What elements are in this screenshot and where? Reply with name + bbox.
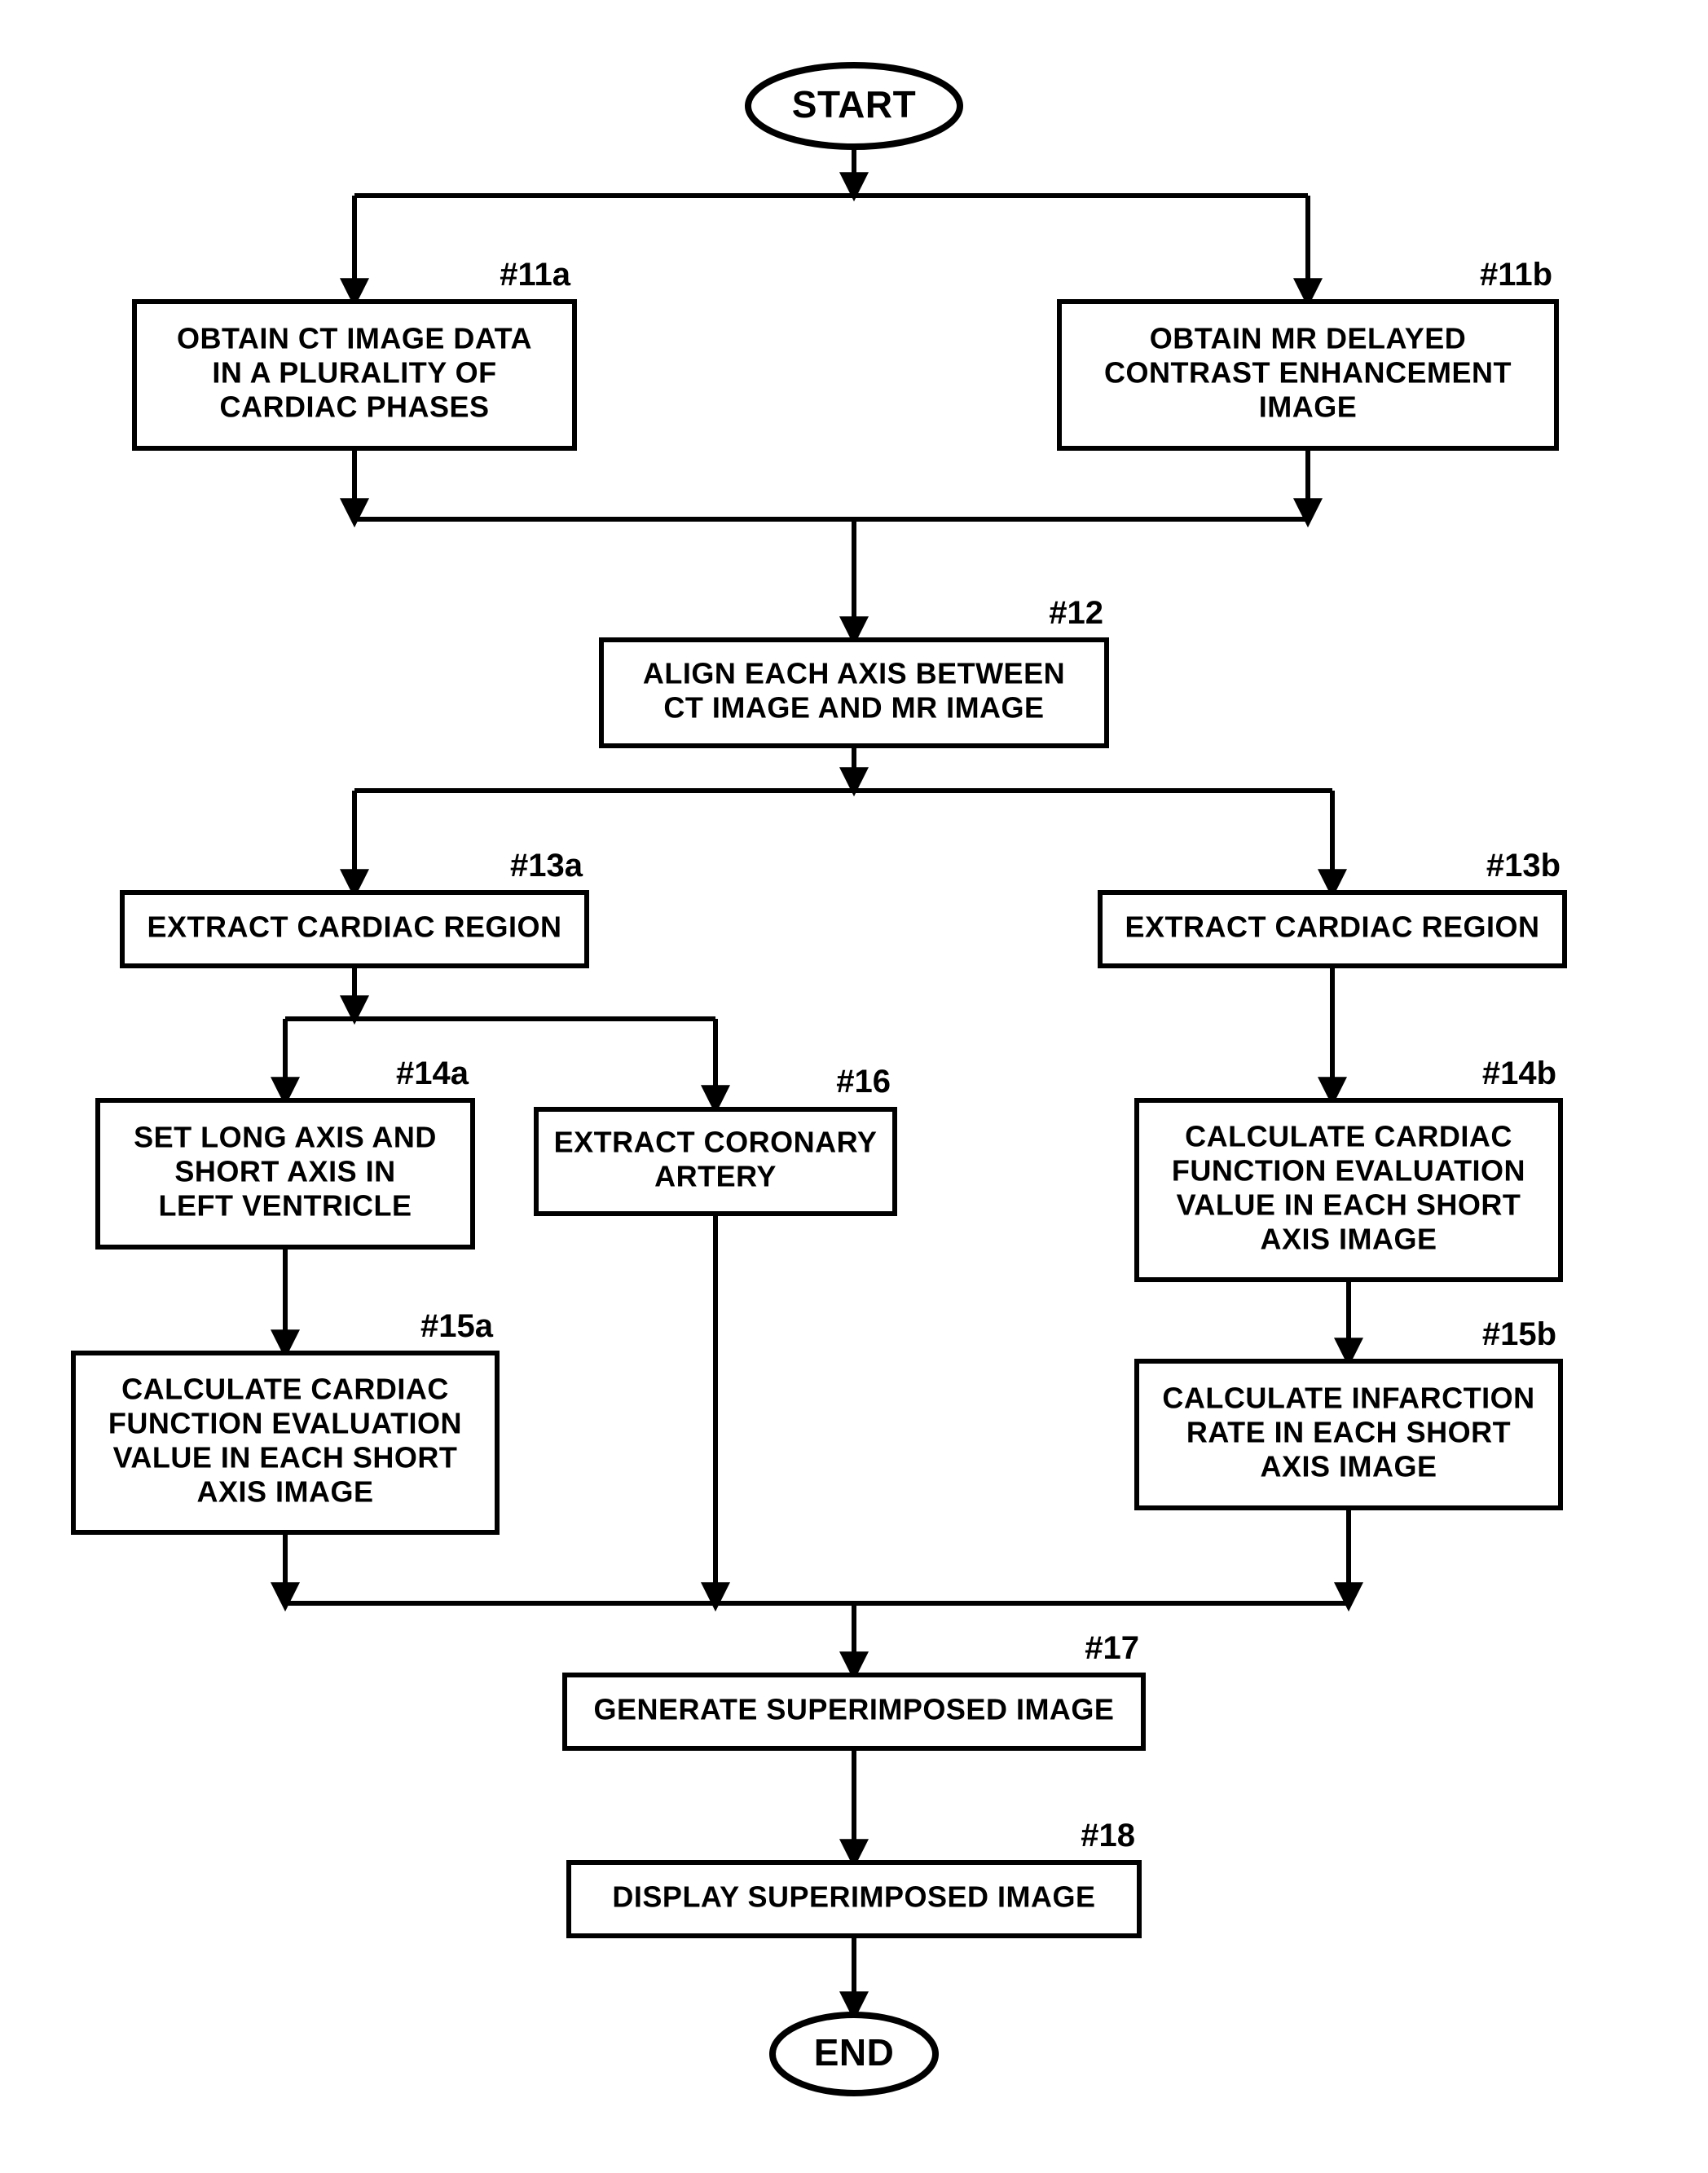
node-n14a: SET LONG AXIS ANDSHORT AXIS INLEFT VENTR… [98, 1100, 473, 1247]
node-n14a-line: LEFT VENTRICLE [159, 1189, 412, 1223]
node-n13b-id-label: #13b [1486, 848, 1561, 884]
node-n17-line: GENERATE SUPERIMPOSED IMAGE [594, 1693, 1115, 1726]
node-n11b-line: OBTAIN MR DELAYED [1150, 322, 1467, 355]
node-n11a-id-label: #11a [500, 257, 571, 293]
end-label: END [814, 2031, 895, 2074]
node-n15a-line: FUNCTION EVALUATION [108, 1407, 462, 1440]
node-n12-line: ALIGN EACH AXIS BETWEEN [643, 657, 1065, 690]
node-n11a-line: OBTAIN CT IMAGE DATA [177, 322, 532, 355]
node-n14b-line: AXIS IMAGE [1260, 1223, 1437, 1256]
node-n13a-line: EXTRACT CARDIAC REGION [147, 910, 561, 944]
node-n15b-line: CALCULATE INFARCTION [1162, 1382, 1534, 1415]
node-n12-line: CT IMAGE AND MR IMAGE [663, 691, 1044, 725]
end-terminal: END [773, 2015, 935, 2093]
node-n15b-line: RATE IN EACH SHORT [1186, 1416, 1511, 1449]
node-n14a-id-label: #14a [396, 1056, 469, 1091]
node-n15b: CALCULATE INFARCTIONRATE IN EACH SHORTAX… [1137, 1361, 1561, 1508]
flowchart-canvas: START END OBTAIN CT IMAGE DATAIN A PLURALI… [0, 0, 1708, 2173]
node-n14b-line: VALUE IN EACH SHORT [1177, 1188, 1521, 1222]
node-n14b-line: CALCULATE CARDIAC [1185, 1120, 1512, 1153]
start-terminal: START [748, 65, 960, 147]
node-n11a-line: CARDIAC PHASES [219, 390, 489, 424]
node-n18: DISPLAY SUPERIMPOSED IMAGE [569, 1862, 1139, 1936]
node-n11b: OBTAIN MR DELAYEDCONTRAST ENHANCEMENTIMA… [1059, 302, 1556, 448]
node-n14a-line: SET LONG AXIS AND [134, 1121, 437, 1154]
node-n15a-line: CALCULATE CARDIAC [121, 1373, 449, 1406]
node-n16-id-label: #16 [836, 1064, 891, 1100]
node-n18-line: DISPLAY SUPERIMPOSED IMAGE [612, 1880, 1095, 1914]
node-n14b-line: FUNCTION EVALUATION [1172, 1154, 1525, 1188]
node-n14b-id-label: #14b [1482, 1056, 1556, 1091]
node-n17-id-label: #17 [1085, 1630, 1139, 1666]
node-n15a-line: AXIS IMAGE [196, 1475, 373, 1509]
node-n16-line: EXTRACT CORONARY [554, 1126, 878, 1159]
node-n14a-line: SHORT AXIS IN [174, 1155, 395, 1188]
node-n11b-id-label: #11b [1480, 257, 1552, 293]
node-n15a: CALCULATE CARDIACFUNCTION EVALUATIONVALU… [73, 1353, 497, 1532]
node-n17: GENERATE SUPERIMPOSED IMAGE [565, 1675, 1143, 1748]
start-label: START [792, 83, 916, 126]
node-n14b: CALCULATE CARDIACFUNCTION EVALUATIONVALU… [1137, 1100, 1561, 1280]
node-n15b-line: AXIS IMAGE [1260, 1450, 1437, 1483]
node-n13b: EXTRACT CARDIAC REGION [1100, 893, 1565, 966]
node-n18-id-label: #18 [1081, 1818, 1135, 1853]
node-n15a-id-label: #15a [420, 1308, 494, 1344]
node-n13b-line: EXTRACT CARDIAC REGION [1125, 910, 1539, 944]
node-n15b-id-label: #15b [1482, 1316, 1556, 1352]
node-n16-line: ARTERY [654, 1160, 777, 1193]
node-n15a-line: VALUE IN EACH SHORT [113, 1441, 458, 1474]
node-n12: ALIGN EACH AXIS BETWEENCT IMAGE AND MR I… [601, 640, 1107, 746]
node-n13a-id-label: #13a [510, 848, 583, 884]
node-n11a: OBTAIN CT IMAGE DATAIN A PLURALITY OFCAR… [134, 302, 574, 448]
node-n11b-line: CONTRAST ENHANCEMENT [1104, 356, 1512, 390]
node-n11a-line: IN A PLURALITY OF [212, 356, 496, 390]
node-n13a: EXTRACT CARDIAC REGION [122, 893, 587, 966]
node-n11b-line: IMAGE [1259, 390, 1358, 424]
node-n12-id-label: #12 [1049, 595, 1103, 631]
node-n16: EXTRACT CORONARYARTERY [536, 1109, 895, 1214]
